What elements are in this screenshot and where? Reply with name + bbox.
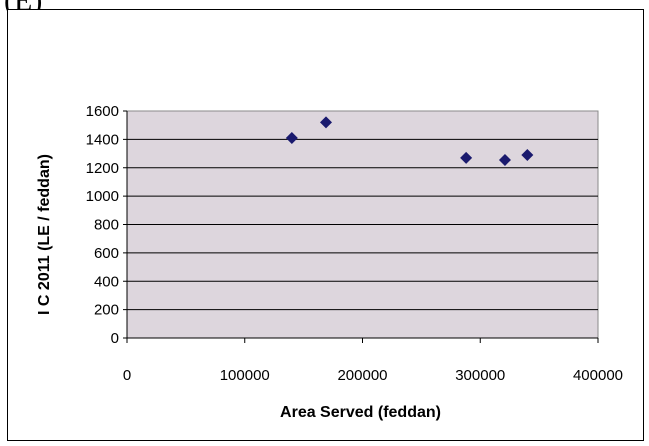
- y-tick-label: 400: [94, 273, 119, 290]
- data-points: [285, 116, 534, 166]
- data-point: [521, 148, 534, 161]
- data-point: [319, 116, 332, 129]
- y-tick-label: 1600: [86, 103, 119, 120]
- y-tick-label: 800: [94, 217, 119, 234]
- data-point: [460, 151, 473, 164]
- y-tick-label: 1400: [86, 131, 119, 148]
- y-tick-label: 1000: [86, 188, 119, 205]
- data-point: [498, 153, 511, 166]
- x-tick-label: 200000: [337, 367, 387, 384]
- y-tick-label: 200: [94, 302, 119, 319]
- x-axis-title: Area Served (feddan): [280, 404, 441, 421]
- y-tick-label: 600: [94, 245, 119, 262]
- x-tick-label: 0: [123, 367, 131, 384]
- x-tick-label: 100000: [220, 367, 270, 384]
- data-point: [285, 131, 298, 144]
- y-tick-label: 0: [111, 330, 119, 347]
- x-tick-label: 400000: [573, 367, 623, 384]
- gridlines: [126, 111, 598, 339]
- y-axis-title: I C 2011 (LE / feddan): [36, 154, 53, 315]
- x-axis-ticks: 0 100000 200000 300000 400000: [123, 338, 623, 384]
- y-axis-ticks: 0 200 400 600 800 1000 1200 1400 1600: [86, 103, 127, 347]
- y-tick-label: 1200: [86, 160, 119, 177]
- x-tick-label: 300000: [455, 367, 505, 384]
